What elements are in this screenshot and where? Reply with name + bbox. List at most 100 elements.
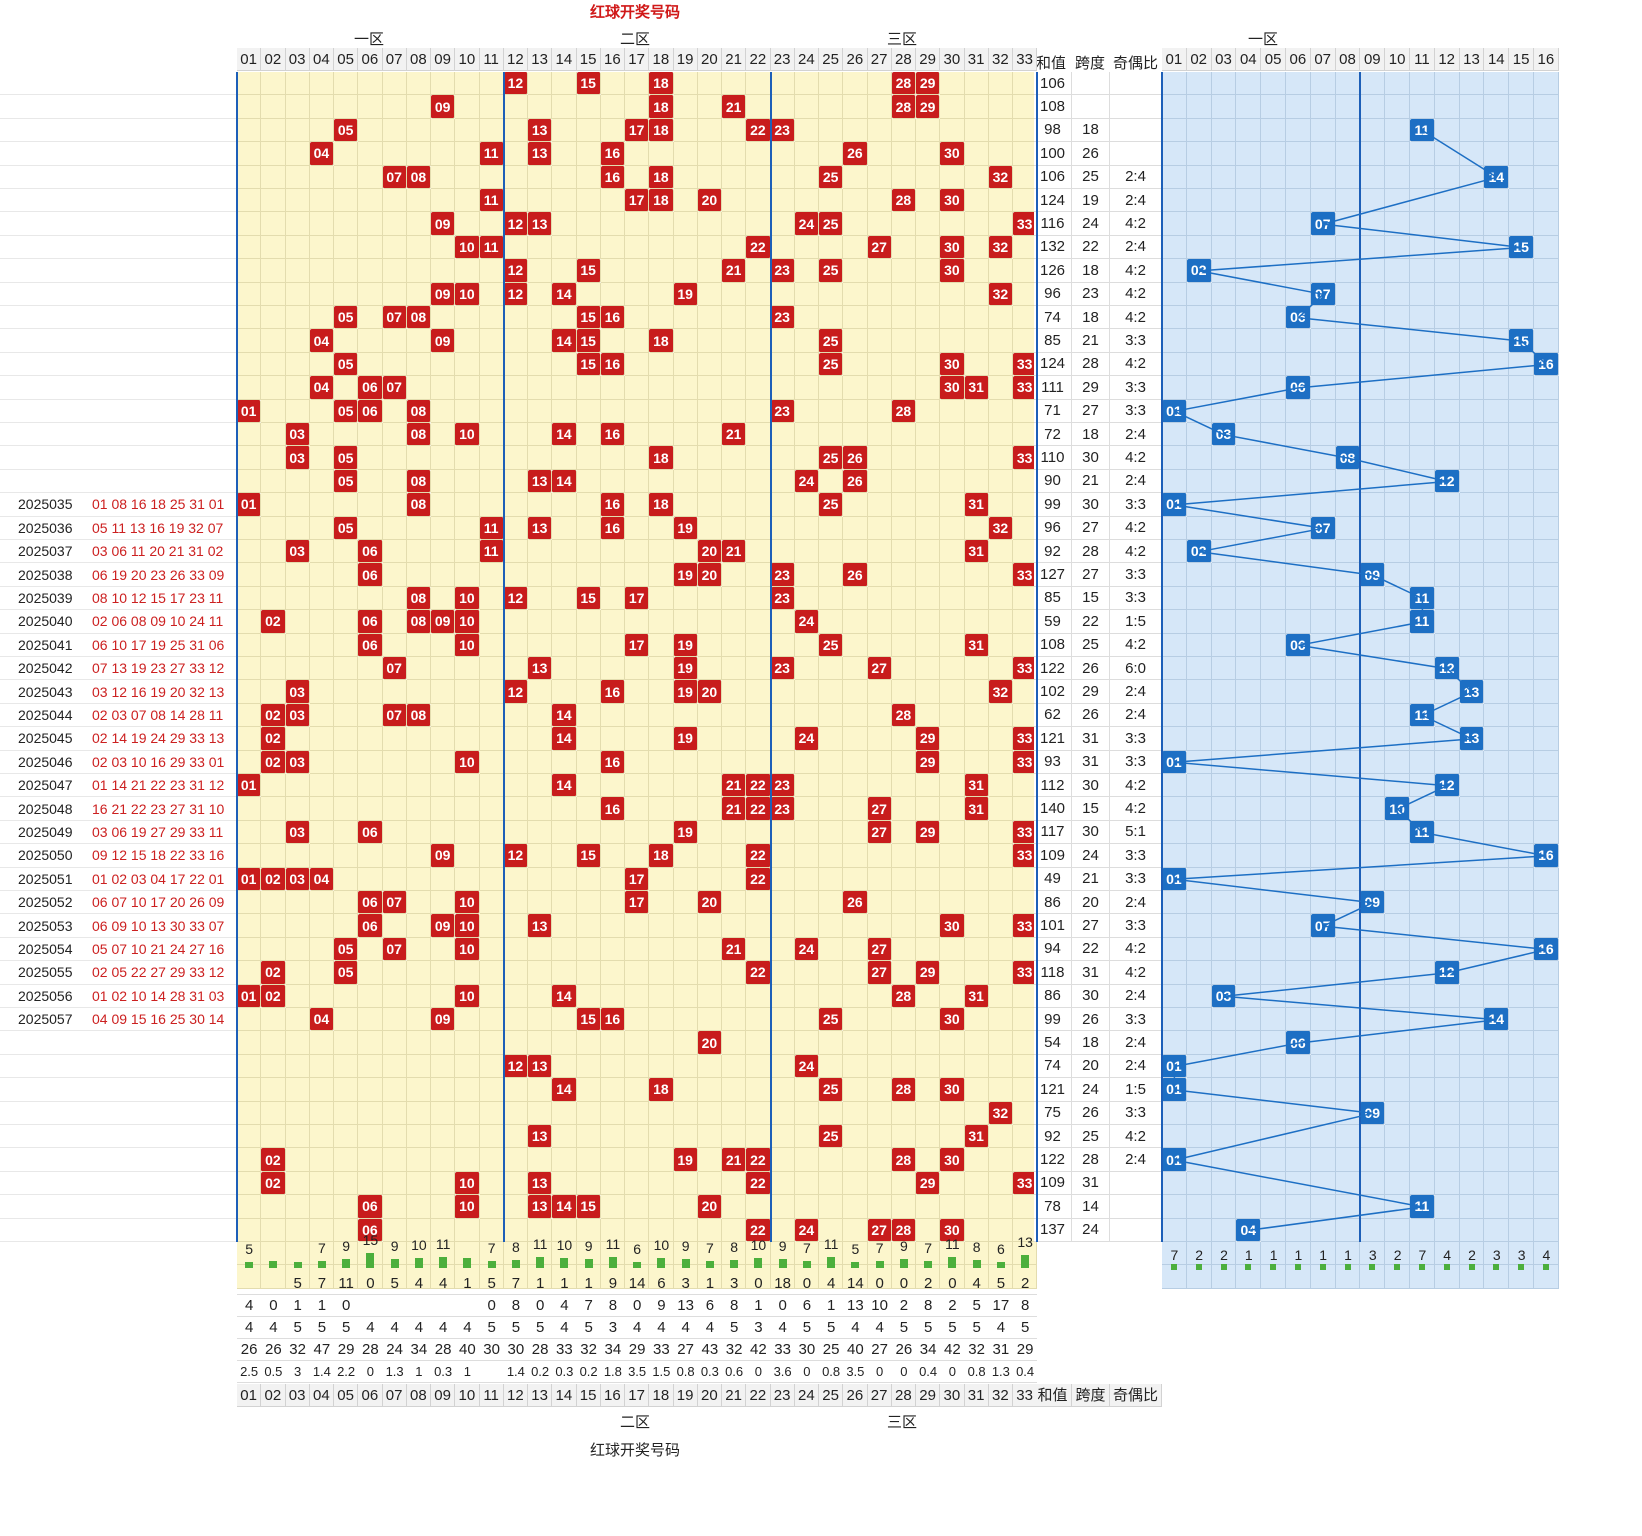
red-omission-cell [431,867,456,891]
blue-omission-cell [1261,633,1286,657]
red-omission-cell [988,937,1013,962]
blue-omission-cell [1211,867,1237,891]
blue-omission-cell [1484,376,1510,400]
red-omission-cell [334,376,359,400]
red-hit-cell: 23 [770,657,795,681]
blue-omission-cell [1484,984,1510,1008]
sum-value: 122 [1034,657,1072,681]
red-omission-cell [455,118,480,143]
red-omission-cell [697,1218,722,1242]
blue-omission-cell [1360,937,1386,962]
red-omission-cell [431,165,456,189]
red-omission-cell [964,282,989,306]
frequency-label: 13 [1017,1234,1033,1250]
red-omission-cell [673,329,698,353]
red-omission-cell [770,469,795,494]
span-value: 18 [1072,423,1110,447]
blue-omission-cell [1335,1125,1361,1149]
red-omission-cell [625,165,650,189]
red-omission-cell [649,1031,674,1055]
span-value: 29 [1072,680,1110,704]
blue-omission-cell [1509,844,1534,868]
red-omission-cell [649,1171,674,1196]
red-number-footer: 15 [576,1384,601,1408]
red-omission-cell [770,376,795,400]
red-omission-cell [625,235,650,260]
blue-omission-cell [1310,703,1336,728]
blue-omission-cell [1459,329,1485,353]
blue-omission-cell [1162,797,1187,821]
red-omission-cell [891,1031,916,1055]
red-omission-cell [382,446,407,470]
blue-omission-cell [1509,727,1534,751]
red-omission-cell [479,657,504,681]
red-omission-cell [649,376,674,400]
blue-frequency-label: 2 [1220,1247,1228,1263]
blue-omission-cell [1484,282,1510,306]
blue-omission-cell [1459,259,1485,283]
stat-value: 4 [455,1317,480,1339]
frequency-label: 5 [245,1241,254,1257]
red-omission-cell [867,306,892,330]
blue-omission-cell [1211,1054,1237,1079]
red-omission-cell [625,727,650,751]
red-omission-cell [673,1008,698,1032]
red-omission-cell [503,189,528,213]
blue-omission-cell [1236,1054,1262,1079]
blue-omission-cell [1360,540,1386,564]
red-omission-cell [285,469,310,494]
red-omission-cell [285,1171,310,1196]
red-omission-cell [406,1218,431,1242]
red-omission-cell [843,586,868,611]
span-value: 28 [1072,1148,1110,1172]
stat-value: 0 [891,1273,916,1295]
blue-omission-cell [1410,235,1435,260]
red-omission-cell [649,891,674,915]
red-omission-cell [455,376,480,400]
stat-value: 0.4 [1013,1361,1038,1383]
blue-hit-cell: 14 [1484,1008,1510,1032]
blue-omission-cell [1186,516,1212,540]
red-omission-cell [819,1218,844,1242]
red-omission-cell [964,750,989,774]
red-omission-cell [770,1054,795,1079]
blue-omission-cell [1534,516,1559,540]
draw-numbers: 16 21 22 23 27 31 10 [86,797,237,821]
red-omission-cell [673,937,698,962]
stat-value: 3.5 [625,1361,650,1383]
blue-omission-cell [1286,727,1311,751]
blue-omission-cell [1236,329,1262,353]
blue-hit-cell: 11 [1410,820,1435,845]
frequency-label: 9 [342,1238,351,1254]
red-omission-cell [794,657,819,681]
blue-omission-cell [1162,820,1187,845]
blue-omission-cell [1434,540,1460,564]
red-hit-cell: 16 [600,516,625,540]
red-omission-cell [843,1218,868,1242]
red-omission-cell [600,891,625,915]
blue-omission-cell [1162,727,1187,751]
red-omission-cell [261,516,286,540]
blue-omission-cell [1186,657,1212,681]
blue-omission-cell [1162,95,1187,119]
red-omission-cell [697,1171,722,1196]
red-hit-cell: 11 [479,142,504,166]
blue-omission-cell [1509,703,1534,728]
red-omission-cell [916,282,941,306]
red-omission-cell [819,703,844,728]
red-omission-cell [503,1218,528,1242]
red-omission-cell [916,1125,941,1149]
blue-omission-cell [1509,750,1534,774]
red-omission-cell [673,1171,698,1196]
red-omission-cell [479,610,504,634]
stat-value: 1.4 [503,1361,528,1383]
blue-omission-cell [1335,727,1361,751]
red-hit-cell: 30 [940,142,965,166]
red-omission-cell [916,329,941,353]
red-omission-cell [600,657,625,681]
blue-omission-cell [1410,1171,1435,1196]
red-omission-cell [746,657,771,681]
red-number-header: 07 [382,48,407,72]
red-omission-cell [503,306,528,330]
blue-omission-cell [1410,446,1435,470]
